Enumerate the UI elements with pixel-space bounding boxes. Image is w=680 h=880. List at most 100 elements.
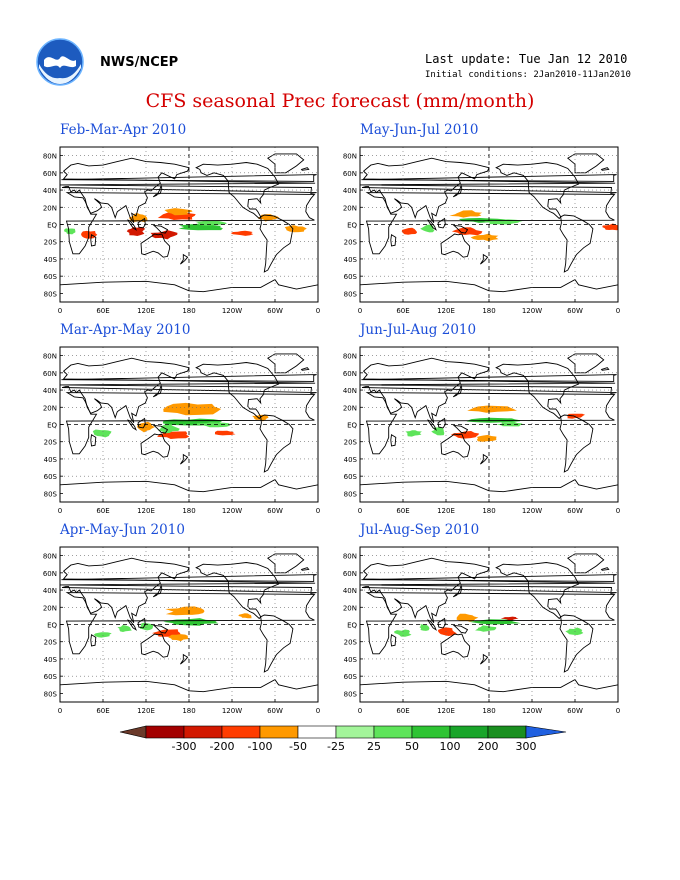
- colorbar-label: -200: [210, 740, 235, 753]
- longitude-label: 180: [482, 507, 495, 515]
- panel-title-1: Feb-Mar-Apr 2010: [60, 122, 187, 138]
- initial-conditions-text: Initial conditions: 2Jan2010-11Jan2010: [425, 70, 631, 80]
- latitude-label: 80N: [343, 553, 357, 561]
- coastline: [437, 217, 446, 229]
- longitude-label: 60W: [567, 707, 583, 715]
- precip-anomaly-region: [140, 622, 154, 631]
- latitude-label: EQ: [347, 222, 357, 230]
- precip-anomaly-region: [163, 618, 219, 626]
- precip-anomaly-region: [158, 424, 180, 434]
- colorbar-swatch: [183, 725, 223, 739]
- precip-anomaly-region: [567, 413, 585, 419]
- longitude-label: 60E: [96, 307, 109, 315]
- coastline: [361, 174, 617, 182]
- longitude-label: 60E: [396, 707, 409, 715]
- coastline: [259, 614, 294, 673]
- coastline: [390, 634, 397, 647]
- latitude-label: 20N: [343, 204, 357, 212]
- precip-anomaly-region: [238, 613, 252, 619]
- colorbar-end-triangle-left: [119, 725, 147, 739]
- latitude-label: EQ: [47, 222, 57, 230]
- coastline: [267, 553, 305, 574]
- colorbar-label: -100: [248, 740, 273, 753]
- longitude-label: 180: [182, 707, 195, 715]
- coastline: [61, 174, 317, 182]
- map-content: [60, 347, 318, 502]
- colorbar-label: -50: [289, 740, 307, 753]
- longitude-label: 120E: [437, 307, 455, 315]
- longitude-label: 0: [316, 507, 320, 515]
- coastline: [427, 619, 437, 631]
- precip-anomaly-region: [602, 223, 618, 231]
- latitude-label: 40N: [343, 587, 357, 595]
- precip-anomaly-region: [419, 624, 430, 631]
- precip-anomaly-region: [401, 227, 417, 235]
- coastline: [361, 574, 617, 582]
- last-update-text: Last update: Tue Jan 12 2010: [425, 52, 628, 66]
- coastline: [427, 419, 437, 431]
- latitude-label: 20N: [343, 404, 357, 412]
- longitude-label: 0: [358, 707, 362, 715]
- latitude-label: 60S: [44, 473, 58, 481]
- colorbar-swatch: [145, 725, 185, 739]
- longitude-label: 180: [182, 307, 195, 315]
- latitude-label: 60S: [44, 273, 58, 281]
- latitude-label: 20S: [344, 239, 358, 247]
- colorbar-label: 100: [440, 740, 461, 753]
- longitude-label: 120W: [522, 507, 542, 515]
- map-panel-2: 80N 60N 40N 20N EQ 20S 40S 60S 80S 0 60E 120E 180 120…: [343, 146, 620, 315]
- colorbar-swatch: [297, 725, 337, 739]
- latitude-label: 60N: [43, 370, 57, 378]
- coastline: [140, 233, 171, 258]
- coastline: [137, 417, 146, 429]
- latitude-label: 60N: [343, 570, 357, 578]
- precip-anomaly-region: [165, 606, 205, 616]
- coastline: [259, 214, 294, 273]
- coastline: [127, 619, 137, 631]
- noaa-logo: [36, 38, 84, 86]
- precip-anomaly-region: [500, 616, 519, 621]
- precip-anomaly-region: [438, 627, 457, 636]
- precip-anomaly-region: [470, 233, 499, 242]
- latitude-label: 40S: [344, 656, 358, 664]
- colorbar-label: 300: [516, 740, 537, 753]
- coastline: [65, 392, 316, 455]
- coastline: [437, 417, 446, 429]
- precip-anomaly-region: [469, 619, 521, 625]
- precip-anomaly-region: [126, 226, 146, 236]
- precip-anomaly-region: [451, 431, 479, 439]
- longitude-label: 60W: [567, 507, 583, 515]
- coastline: [267, 153, 305, 174]
- coastline: [390, 234, 397, 247]
- coastline: [140, 633, 171, 658]
- longitude-label: 60W: [567, 307, 583, 315]
- coastline: [452, 584, 463, 598]
- coastline: [600, 167, 610, 171]
- latitude-label: EQ: [347, 622, 357, 630]
- longitude-label: 60E: [96, 707, 109, 715]
- coastline: [452, 384, 463, 398]
- latitude-label: 80N: [43, 353, 57, 361]
- latitude-label: 20N: [43, 204, 57, 212]
- latitude-label: 80N: [43, 153, 57, 161]
- coastline: [259, 414, 294, 473]
- precip-anomaly-region: [420, 224, 435, 233]
- coastline: [452, 224, 469, 234]
- coastline: [365, 592, 616, 655]
- coastline: [600, 367, 610, 371]
- latitude-label: 40N: [343, 187, 357, 195]
- map-content: [60, 547, 318, 702]
- coastline: [152, 184, 163, 198]
- coastline: [567, 353, 605, 374]
- precip-anomaly-region: [64, 228, 76, 235]
- latitude-label: 80S: [44, 690, 58, 698]
- map-panel-1: 80N 60N 40N 20N EQ 20S 40S 60S 80S 0 60E 120E 180 120…: [43, 146, 320, 315]
- longitude-label: 120E: [137, 707, 155, 715]
- latitude-label: 80N: [343, 353, 357, 361]
- coastline: [90, 434, 97, 447]
- longitude-label: 120W: [222, 707, 242, 715]
- coastline: [559, 414, 594, 473]
- coastline: [60, 557, 317, 624]
- panel-title-6: Jul-Aug-Sep 2010: [360, 522, 480, 538]
- colorbar-end-triangle-right: [525, 725, 567, 739]
